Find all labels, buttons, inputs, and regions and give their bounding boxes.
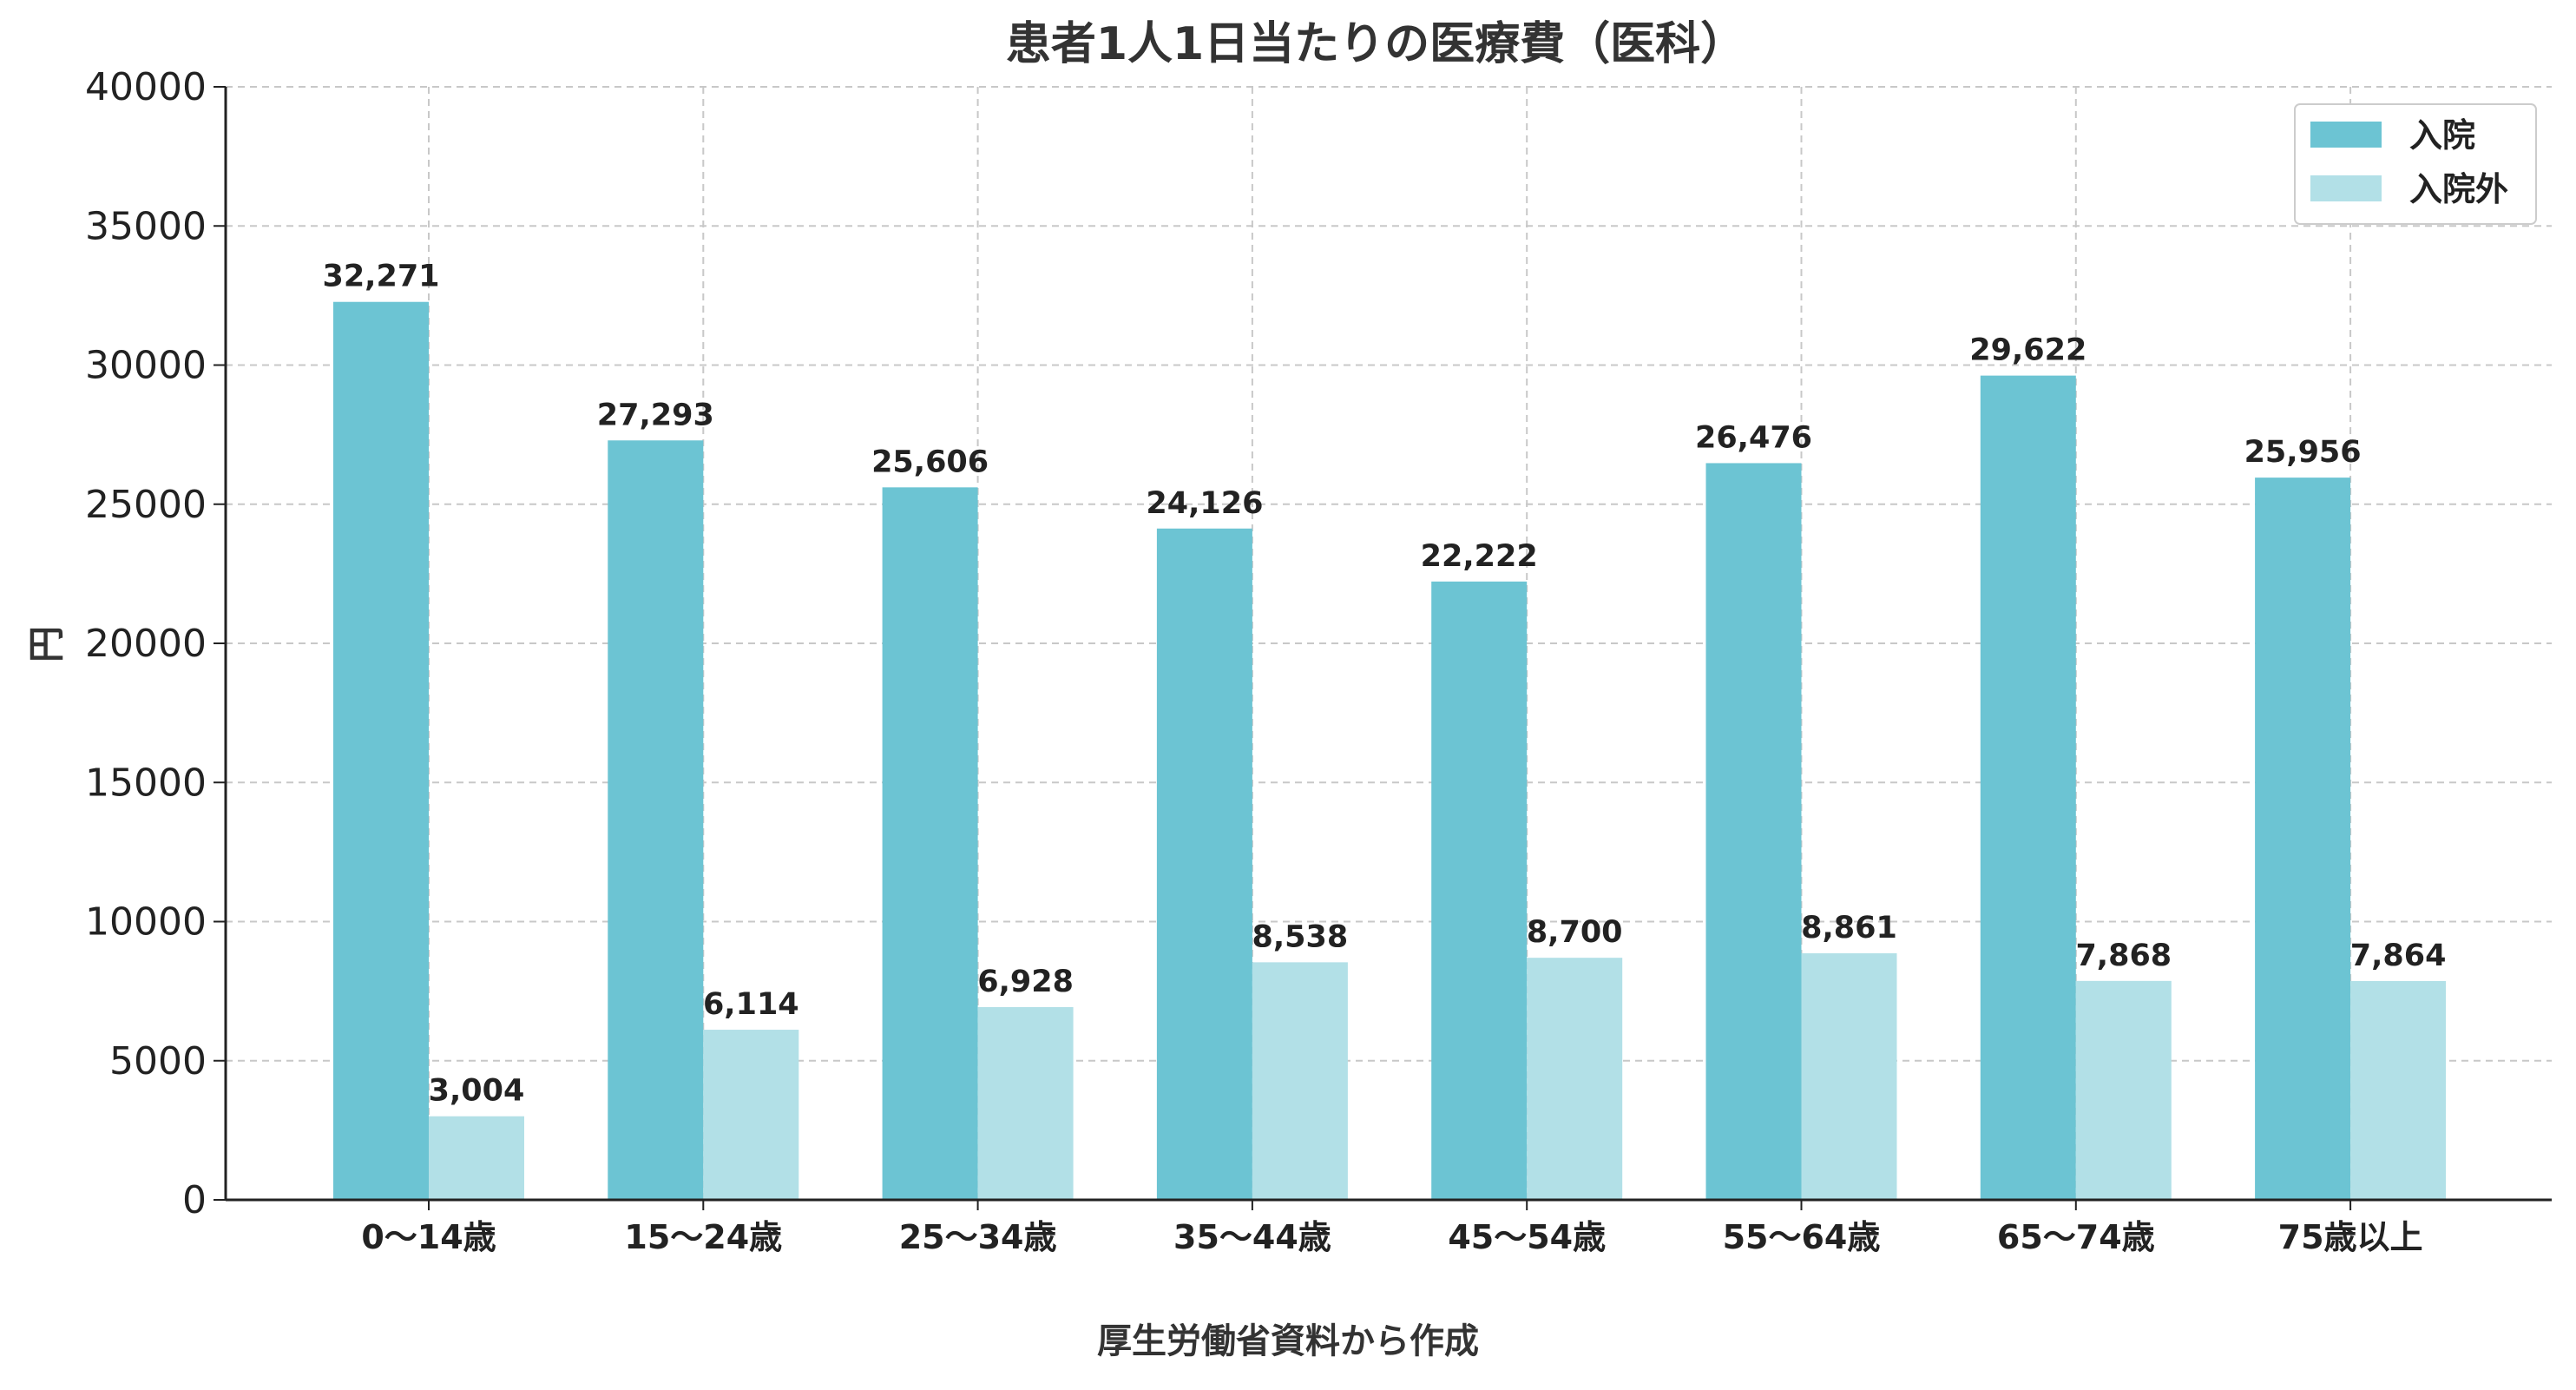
data-label-inpatient: 27,293: [597, 398, 714, 432]
bar-inpatient: [608, 440, 704, 1200]
data-label-outpatient: 7,864: [2350, 939, 2447, 973]
x-axis-label: 厚生労働省資料から作成: [1097, 1321, 1479, 1361]
x-tick-label: 25〜34歳: [899, 1218, 1057, 1256]
y-axis-label: 円: [25, 626, 68, 662]
data-label-inpatient: 24,126: [1146, 486, 1263, 521]
x-tick-label: 75歳以上: [2278, 1218, 2423, 1256]
legend-swatch-inpatient: [2310, 122, 2382, 148]
grid-lines: [226, 86, 2552, 1200]
legend-label-inpatient: 入院: [2409, 116, 2475, 155]
data-labels: 32,271 27,293 25,606 24,126 22,222 26,476 29,6…: [322, 260, 2446, 1109]
bar-inpatient: [2255, 478, 2351, 1200]
data-label-inpatient: 22,222: [1421, 539, 1538, 574]
data-label-inpatient: 29,622: [1969, 333, 2086, 368]
data-label-outpatient: 8,538: [1252, 919, 1349, 954]
axes: 0 5000 10000 15000 20000 25000 30000 35000 40000…: [85, 65, 2552, 1256]
bar-inpatient: [1156, 528, 1252, 1200]
data-label-outpatient: 8,700: [1527, 915, 1623, 950]
bar-inpatient: [333, 301, 429, 1200]
bar-outpatient: [703, 1030, 799, 1200]
bar-outpatient: [2075, 980, 2172, 1200]
y-tick-label: 15000: [85, 761, 207, 805]
data-label-outpatient: 8,861: [1801, 911, 1897, 945]
bar-inpatient: [1980, 375, 2076, 1201]
x-tick-label: 55〜64歳: [1723, 1218, 1881, 1256]
legend-label-outpatient: 入院外: [2409, 170, 2508, 208]
data-label-outpatient: 3,004: [429, 1074, 525, 1109]
y-tick-label: 30000: [85, 344, 207, 388]
bar-outpatient: [977, 1006, 1074, 1200]
y-tick-label: 25000: [85, 483, 207, 527]
y-tick-label: 5000: [109, 1039, 207, 1084]
x-tick-label: 15〜24歳: [624, 1218, 782, 1256]
x-tick-label: 45〜54歳: [1448, 1218, 1606, 1256]
y-tick-label: 20000: [85, 622, 207, 666]
bar-inpatient: [1431, 581, 1528, 1200]
bar-outpatient: [1527, 958, 1623, 1200]
x-tick-label: 35〜44歳: [1173, 1218, 1331, 1256]
y-tick-label: 10000: [85, 900, 207, 945]
data-label-outpatient: 6,114: [703, 987, 799, 1022]
y-tick-label: 35000: [85, 204, 207, 248]
data-label-inpatient: 26,476: [1695, 420, 1812, 455]
legend: 入院 入院外: [2294, 103, 2537, 225]
y-tick-label: 0: [182, 1178, 207, 1222]
bar-inpatient: [1705, 463, 1802, 1200]
bar-outpatient: [429, 1116, 524, 1200]
bar-outpatient: [1801, 953, 1897, 1200]
bars: [333, 301, 2447, 1201]
legend-swatch-outpatient: [2310, 175, 2382, 201]
x-tick-label: 65〜74歳: [1997, 1218, 2155, 1256]
x-tick-label: 0〜14歳: [361, 1218, 496, 1256]
bar-outpatient: [2350, 980, 2447, 1200]
data-label-outpatient: 7,868: [2075, 939, 2172, 973]
bar-inpatient: [882, 487, 978, 1200]
data-label-inpatient: 25,606: [871, 445, 989, 479]
y-tick-label: 40000: [85, 65, 207, 109]
chart-title: 患者1人1日当たりの医療費（医科）: [1006, 18, 1745, 70]
bar-outpatient: [1252, 962, 1348, 1200]
data-label-inpatient: 25,956: [2244, 435, 2362, 470]
data-label-inpatient: 32,271: [322, 260, 439, 294]
data-label-outpatient: 6,928: [977, 965, 1074, 999]
